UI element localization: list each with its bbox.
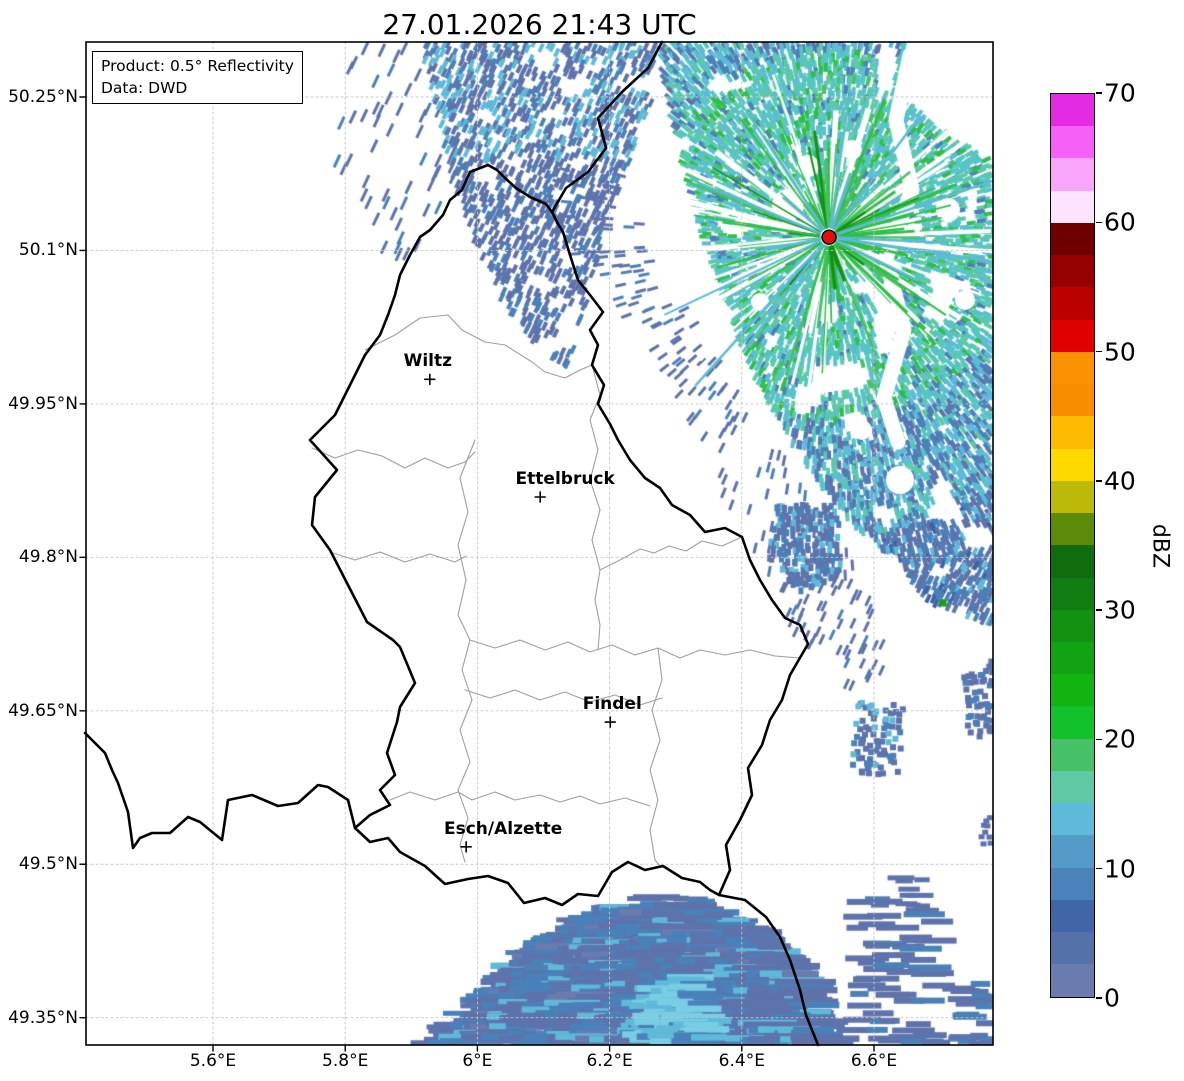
colorbar-band	[1051, 706, 1094, 739]
x-tick-label: 6.2°E	[586, 1051, 633, 1071]
plot-frame	[85, 41, 994, 1046]
colorbar-band	[1051, 803, 1094, 836]
canton-border-line	[389, 791, 651, 807]
colorbar-band	[1051, 867, 1094, 900]
colorbar-tick-mark	[1096, 480, 1102, 482]
colorbar-band	[1051, 255, 1094, 288]
france-germany-border	[717, 893, 820, 1047]
colorbar-band	[1051, 351, 1094, 385]
y-tick-label: 50.25°N	[8, 87, 78, 107]
france-belgium-border	[83, 731, 357, 850]
radar-site-dot	[821, 229, 837, 245]
colorbar-tick-label: 10	[1104, 854, 1136, 884]
x-tick-label: 5.8°E	[322, 1051, 369, 1071]
canton-border-line	[464, 689, 663, 706]
y-tick-label: 49.95°N	[8, 393, 78, 414]
product-line: Product: 0.5° Reflectivity	[101, 57, 294, 75]
colorbar-tick-mark	[1096, 350, 1102, 353]
colorbar-band	[1051, 384, 1094, 417]
data-source-line: Data: DWD	[101, 79, 188, 97]
colorbar-band	[1051, 609, 1094, 642]
colorbar-band	[1051, 287, 1094, 320]
city-label: Wiltz	[403, 351, 453, 372]
colorbar-tick-label: 70	[1104, 78, 1136, 108]
canton-border-line	[311, 447, 476, 469]
luxembourg-border	[308, 163, 810, 907]
city-label: Ettelbruck	[515, 468, 615, 489]
colorbar-tick-label: 40	[1104, 466, 1136, 496]
colorbar-band	[1051, 222, 1094, 256]
colorbar-band	[1051, 480, 1094, 514]
canton-border-line	[329, 551, 467, 563]
colorbar-band	[1051, 899, 1094, 933]
belgium-germany-border	[550, 40, 664, 214]
colorbar-band	[1051, 674, 1094, 707]
product-annotation-box: Product: 0.5° Reflectivity Data: DWD	[92, 51, 303, 104]
colorbar-band	[1051, 577, 1094, 610]
colorbar-tick-label: 20	[1104, 724, 1136, 754]
y-tick-label: 49.8°N	[18, 547, 78, 568]
colorbar-band	[1051, 641, 1094, 675]
colorbar-band	[1051, 448, 1094, 481]
colorbar-tick-label: 0	[1104, 983, 1120, 1013]
colorbar-band	[1051, 190, 1094, 223]
x-tick-label: 6°E	[462, 1051, 493, 1071]
colorbar-band	[1051, 932, 1094, 965]
canton-border-line	[469, 639, 801, 659]
colorbar-tick-mark	[1096, 738, 1102, 741]
colorbar-band	[1051, 964, 1094, 997]
canton-border-line	[364, 314, 593, 379]
canton-border-line	[599, 536, 743, 571]
colorbar-band	[1051, 835, 1094, 868]
colorbar-band	[1051, 513, 1094, 546]
colorbar-band	[1051, 158, 1094, 191]
y-tick-label: 49.5°N	[18, 854, 78, 875]
canton-border-line	[589, 364, 601, 651]
colorbar-band	[1051, 770, 1094, 804]
colorbar-tick-label: 60	[1104, 207, 1136, 237]
y-tick-label: 49.35°N	[8, 1007, 78, 1028]
plot-title: 27.01.2026 21:43 UTC	[382, 8, 697, 41]
city-label: Findel	[582, 694, 642, 715]
colorbar-tick-mark	[1096, 868, 1102, 870]
reflectivity-colorbar	[1050, 93, 1095, 998]
x-tick-label: 5.6°E	[189, 1051, 237, 1071]
canton-border-line	[649, 647, 663, 868]
y-tick-label: 50.1°N	[18, 240, 78, 261]
colorbar-band	[1051, 416, 1094, 449]
x-tick-label: 6.4°E	[718, 1051, 765, 1071]
y-tick-label: 49.65°N	[8, 700, 78, 721]
colorbar-axis-label: dBZ	[1147, 523, 1173, 569]
colorbar-tick-label: 50	[1104, 337, 1136, 367]
colorbar-tick-mark	[1096, 92, 1102, 94]
colorbar-tick-mark	[1096, 609, 1102, 611]
colorbar-band	[1051, 126, 1094, 159]
colorbar-band	[1051, 319, 1094, 352]
colorbar-band	[1051, 94, 1094, 127]
x-tick-label: 6.6°E	[850, 1051, 898, 1071]
colorbar-tick-mark	[1096, 221, 1102, 223]
canton-border-line	[457, 439, 476, 863]
colorbar-band	[1051, 738, 1094, 771]
colorbar-tick-label: 30	[1104, 595, 1136, 625]
colorbar-tick-mark	[1096, 997, 1102, 999]
colorbar-band	[1051, 545, 1094, 578]
city-label: Esch/Alzette	[444, 818, 563, 839]
